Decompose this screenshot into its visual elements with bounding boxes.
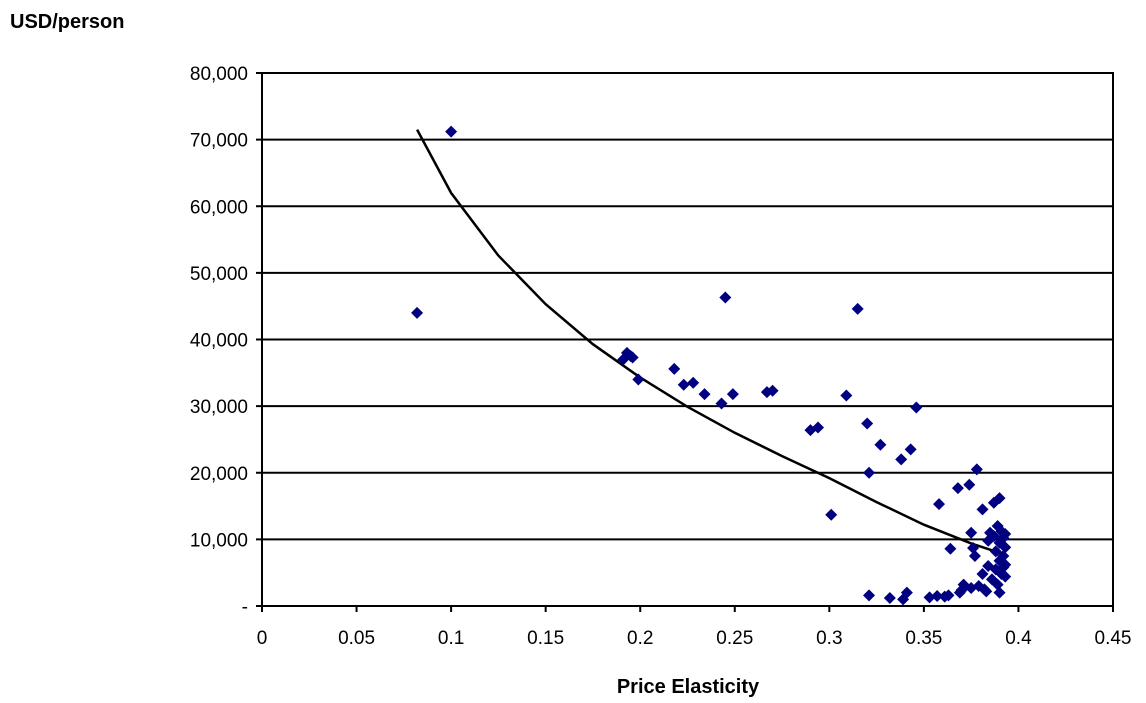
x-tick-label: 0.4 [1005,628,1032,649]
data-point [993,492,1006,505]
data-point [942,589,955,602]
y-tick-label: 80,000 [190,64,248,85]
x-tick-label: 0.25 [716,628,753,649]
data-point [933,498,946,511]
data-point [944,542,957,555]
data-point [726,388,739,401]
data-point [999,528,1012,541]
data-point [951,482,964,495]
data-point [989,545,1002,558]
data-point [904,443,917,456]
x-tick-label: 0 [257,628,268,649]
data-point [976,503,989,516]
data-point [991,578,1004,591]
data-point [411,306,424,319]
y-tick-label: 40,000 [190,331,248,352]
data-point [445,125,458,138]
data-point [999,541,1012,554]
x-tick-label: 0.45 [1095,628,1132,649]
trendline-layer [415,129,1006,556]
data-point [687,376,700,389]
data-point [863,589,876,602]
data-point [677,378,690,391]
data-point [980,585,993,598]
data-point [668,362,681,375]
data-point [719,291,732,304]
data-point [825,508,838,521]
data-point [863,466,876,479]
data-point [861,417,874,430]
y-tick-label: 30,000 [190,397,248,418]
data-point [923,591,936,604]
trendline [415,129,1006,556]
x-axis-tick-labels: 0 0.05 0.1 0.15 0.2 0.25 0.3 0.35 0.4 0.45 [257,606,1132,649]
data-point [910,401,923,414]
data-point [626,351,639,364]
data-point [968,550,981,563]
data-point [840,389,853,402]
data-point [993,586,1006,599]
x-tick-label: 0.1 [438,628,464,649]
data-point [698,388,711,401]
y-tick-label: 60,000 [190,197,248,218]
y-tick-label: 20,000 [190,464,248,485]
gridlines [262,138,1113,541]
y-tick-label: 10,000 [190,530,248,551]
data-point [715,397,728,410]
y-axis-tick-labels: - 10,000 20,000 30,000 40,000 50,000 60,000 70,… [190,64,262,618]
data-point [766,384,779,397]
x-tick-label: 0.05 [338,628,375,649]
data-point [999,558,1012,571]
data-point [895,453,908,466]
y-tick-label: 70,000 [190,131,248,152]
data-point [999,570,1012,583]
data-point [997,550,1010,563]
data-point [967,542,980,555]
x-tick-label: 0.3 [816,628,842,649]
y-axis-title: USD/person [10,11,124,33]
data-point [874,438,887,451]
x-axis-title: Price Elasticity [617,676,760,698]
data-point [632,373,645,386]
x-tick-label: 0.2 [627,628,653,649]
data-point [963,478,976,491]
data-point [976,568,989,581]
y-tick-label: 50,000 [190,264,248,285]
data-point [900,586,913,599]
data-point [851,302,864,315]
data-point [965,526,978,539]
y-tick-label: - [242,597,248,618]
x-tick-label: 0.35 [905,628,942,649]
x-tick-label: 0.15 [527,628,564,649]
data-point [987,530,1000,543]
data-point [811,421,824,434]
data-point [970,463,983,476]
data-point [883,592,896,605]
data-points [411,125,1012,606]
data-point [931,590,944,603]
